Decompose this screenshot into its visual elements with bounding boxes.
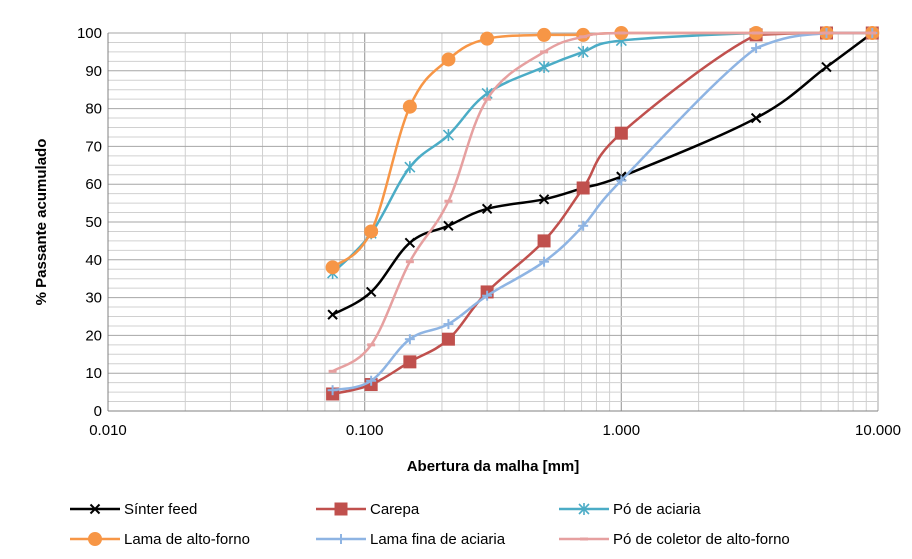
data-point-sinter-feed	[443, 220, 454, 231]
data-point-lama-fina-de-aciaria	[539, 256, 550, 267]
legend-label-lama-fina-de-aciaria: Lama fina de aciaria	[370, 531, 506, 548]
data-point-sinter-feed-stroke	[821, 61, 832, 73]
y-tick-label: 0	[94, 403, 102, 420]
y-tick-label: 100	[77, 25, 102, 42]
legend-label-lama-de-alto-forno: Lama de alto-forno	[124, 531, 250, 548]
data-point-lama-fina-de-aciaria	[616, 175, 627, 186]
data-point-sinter-feed	[821, 61, 832, 73]
x-tick-label: 0.010	[89, 422, 127, 439]
y-tick-label: 40	[85, 252, 102, 269]
series-line-sinter-feed	[331, 31, 874, 316]
legend-marker-sinter-feed	[89, 503, 101, 515]
data-point-lama-de-alto-forno	[402, 99, 417, 114]
y-tick-label: 10	[85, 365, 102, 382]
y-tick-label: 60	[85, 176, 102, 193]
data-point-po-de-aciaria	[442, 129, 454, 142]
y-tick-label: 30	[85, 290, 102, 307]
data-point-sinter-feed-stroke	[443, 220, 454, 231]
data-point-sinter-feed-stroke	[538, 194, 550, 205]
y-tick-label: 80	[85, 101, 102, 118]
data-point-carepa	[537, 234, 551, 248]
series-po-de-coletor-de-alto-forno	[328, 31, 877, 373]
x-tick-label: 10.000	[855, 422, 901, 439]
axes	[107, 33, 878, 412]
data-point-lama-de-alto-forno	[364, 224, 379, 239]
legend-marker-lama-de-alto-forno	[88, 532, 102, 546]
data-point-carepa	[403, 355, 417, 369]
x-axis-title: Abertura da malha [mm]	[407, 458, 580, 475]
x-tick-label: 0.100	[346, 422, 384, 439]
legend: Sínter feed Carepa Pó de aciaria Lama de al…	[70, 501, 790, 548]
data-point-carepa	[441, 332, 455, 346]
legend-entry-sinter-feed: Sínter feed	[70, 501, 197, 518]
y-tick-label: 90	[85, 63, 102, 80]
data-point-sinter-feed-stroke	[404, 237, 416, 248]
series-lama-fina-de-aciaria	[327, 28, 878, 396]
data-point-lama-fina-de-aciaria	[482, 290, 493, 301]
legend-label-sinter-feed: Sínter feed	[124, 501, 197, 518]
y-tick-label: 20	[85, 327, 102, 344]
data-point-lama-fina-de-aciaria	[404, 334, 415, 345]
series-lama-de-alto-forno	[325, 26, 880, 275]
data-point-po-de-aciaria	[538, 61, 550, 74]
series-line-lama-de-alto-forno	[331, 31, 874, 269]
x-tick-label: 1.000	[603, 422, 641, 439]
legend-label-po-de-aciaria: Pó de aciaria	[613, 501, 701, 518]
data-point-sinter-feed-stroke	[365, 286, 377, 298]
data-point-sinter-feed-stroke	[750, 112, 762, 124]
y-axis-title: % Passante acumulado	[33, 139, 50, 306]
data-point-lama-fina-de-aciaria	[327, 385, 338, 396]
data-point-lama-fina-de-aciaria	[578, 220, 589, 231]
grid	[107, 32, 879, 412]
legend-label-po-de-coletor-de-alto-forno: Pó de coletor de alto-forno	[613, 531, 790, 548]
data-point-lama-fina-de-aciaria	[443, 319, 454, 330]
y-tick-label: 50	[85, 214, 102, 231]
data-point-sinter-feed-stroke	[327, 309, 338, 320]
series-sinter-feed	[327, 27, 878, 320]
tick-labels: 0 10 20 30 40 50 60 70 80 90 100 0.010 0.100 1.000 10.…	[77, 25, 901, 439]
legend-entry-carepa: Carepa	[316, 501, 420, 518]
data-point-lama-de-alto-forno	[480, 31, 495, 46]
legend-marker-carepa	[334, 502, 348, 516]
data-point-lama-de-alto-forno	[537, 27, 552, 42]
data-point-sinter-feed-stroke	[481, 203, 493, 214]
data-point-po-de-aciaria	[577, 45, 589, 58]
legend-entry-lama-de-alto-forno: Lama de alto-forno	[70, 531, 250, 548]
data-point-sinter-feed	[365, 286, 377, 298]
data-point-lama-de-alto-forno	[441, 52, 456, 67]
y-tick-label: 70	[85, 138, 102, 155]
data-point-sinter-feed	[750, 112, 762, 124]
legend-marker-po-de-aciaria	[578, 503, 590, 515]
data-point-po-de-aciaria	[404, 161, 416, 174]
data-point-lama-de-alto-forno	[325, 260, 340, 275]
series-line-lama-fina-de-aciaria	[331, 31, 874, 392]
legend-entry-po-de-coletor-de-alto-forno: Pó de coletor de alto-forno	[559, 531, 790, 548]
data-point-sinter-feed	[327, 309, 338, 320]
data-point-carepa	[614, 126, 628, 140]
series-group	[325, 26, 880, 401]
data-point-sinter-feed	[404, 237, 416, 248]
legend-entry-po-de-aciaria: Pó de aciaria	[559, 501, 701, 518]
legend-marker-sinter-feed-stroke	[89, 503, 101, 515]
legend-label-carepa: Carepa	[370, 501, 420, 518]
legend-entry-lama-fina-de-aciaria: Lama fina de aciaria	[316, 531, 506, 548]
data-point-lama-fina-de-aciaria	[366, 375, 377, 386]
data-point-sinter-feed	[538, 194, 550, 205]
data-point-carepa	[576, 181, 590, 195]
data-point-sinter-feed	[481, 203, 493, 214]
data-point-lama-fina-de-aciaria	[751, 43, 762, 54]
legend-marker-lama-fina-de-aciaria	[336, 534, 346, 544]
